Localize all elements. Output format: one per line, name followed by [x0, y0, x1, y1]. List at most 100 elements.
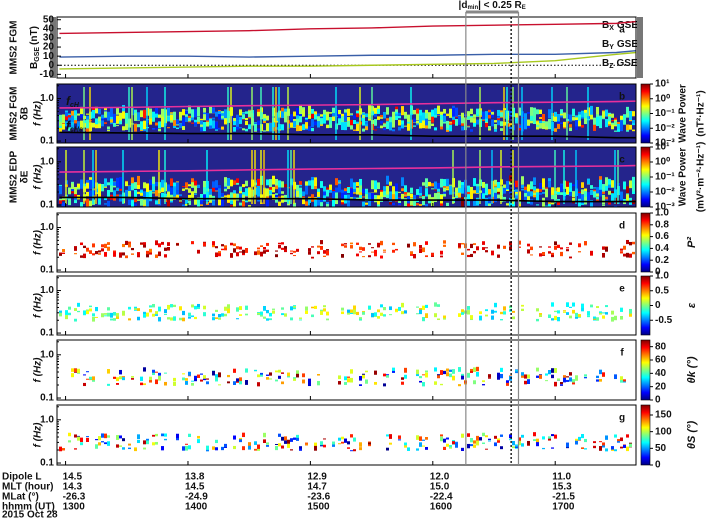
spectrogram-cell: [575, 312, 578, 318]
spectrogram-cell: [68, 312, 71, 316]
spectrogram-cell: [572, 379, 575, 384]
spectrogram-cell: [170, 178, 173, 186]
spectrogram-cell: [89, 250, 92, 254]
spectrogram-cell: [191, 382, 194, 386]
interval-label: |dmin| < 0.25 RE: [459, 0, 526, 11]
spectrogram-cell: [71, 110, 74, 120]
spectrogram-cell: [356, 123, 359, 132]
spectrogram-cell: [323, 109, 326, 115]
spectrogram-cell: [113, 250, 116, 254]
spectrogram-cell: [422, 248, 425, 252]
spectrogram-cell: [449, 185, 452, 195]
spectrogram-cell: [68, 432, 71, 437]
spectrogram-cell: [212, 446, 215, 450]
spectrogram-cell: [296, 123, 299, 132]
spectrogram-cell: [140, 382, 143, 386]
spectrogram-cell: [284, 111, 287, 120]
spectrogram-cell: [224, 313, 227, 317]
spectrogram-cell: [428, 200, 431, 204]
spectrogram-cell: [239, 314, 242, 316]
spectrogram-cell: [371, 247, 374, 249]
spectrogram-cell: [431, 123, 434, 127]
spectrogram-cell: [557, 201, 560, 205]
spectrogram-cell: [152, 117, 155, 122]
spectrogram-cell: [356, 311, 359, 316]
spectrogram-cell: [212, 313, 215, 317]
spectrogram-cell: [593, 117, 596, 125]
spectrogram-cell: [494, 192, 497, 203]
spectrogram-cell: [539, 314, 542, 317]
spectrogram-cell: [632, 129, 635, 132]
spectrogram-cell: [584, 438, 587, 443]
spectrogram-cell: [584, 112, 587, 119]
spectrogram-cell: [143, 120, 146, 130]
spectrogram-streak: [554, 150, 556, 204]
spectrogram-cell: [407, 447, 410, 451]
spectrogram-cell: [116, 383, 119, 385]
spectrogram-cell: [476, 197, 479, 206]
colorbar-tick-label: 10⁻³: [655, 202, 675, 213]
y-tick-label: 1.0: [40, 414, 54, 425]
spectrogram-cell: [185, 114, 188, 122]
spectrogram-cell: [539, 182, 542, 189]
colorbar-label: Wave Power: [678, 148, 689, 207]
spectrogram-cell: [155, 181, 158, 187]
spectrogram-cell: [620, 307, 623, 312]
spectrogram-cell: [173, 193, 176, 200]
spectrogram-cell: [149, 376, 152, 382]
spectrogram-cell: [386, 434, 389, 437]
spectrogram-cell: [560, 192, 563, 195]
spectrogram-cell: [392, 242, 395, 246]
spectrogram-cell: [254, 369, 257, 372]
spectrogram-cell: [245, 248, 248, 253]
spectrogram-cell: [266, 309, 269, 314]
spectrogram-cell: [527, 191, 530, 197]
spectrogram-cell: [554, 241, 557, 245]
spectrogram-cell: [143, 129, 146, 131]
spectrogram-cell: [341, 113, 344, 117]
spectrogram-cell: [182, 446, 185, 451]
spectrogram-cell: [278, 369, 281, 373]
spectrogram-cell: [332, 107, 335, 117]
spectrogram-cell: [533, 432, 536, 437]
y-tick-label: 0.1: [40, 265, 54, 276]
colorbar-label: Wave Power: [678, 84, 689, 143]
spectrogram-cell: [524, 190, 527, 198]
spectrogram-cell: [578, 117, 581, 127]
colorbar-tick-label: 0: [655, 267, 661, 278]
spectrogram-cell: [530, 199, 533, 205]
spectrogram-cell: [515, 193, 518, 196]
spectrogram-cell: [452, 369, 455, 374]
spectrogram-cell: [161, 192, 164, 199]
spectrogram-cell: [140, 376, 143, 381]
spectrogram-cell: [527, 201, 530, 204]
spectrogram-cell: [227, 178, 230, 187]
spectrogram-cell: [278, 201, 281, 206]
spectrogram-cell: [284, 436, 287, 441]
spectrogram-streak: [479, 87, 481, 140]
spectrogram-cell: [572, 108, 575, 116]
spectrogram-cell: [320, 198, 323, 203]
spectrogram-cell: [632, 183, 635, 192]
spectrogram-cell: [419, 115, 422, 125]
spectrogram-cell: [113, 318, 116, 321]
spectrogram-cell: [440, 194, 443, 196]
spectrogram-cell: [290, 252, 293, 255]
spectrogram-cell: [620, 248, 623, 251]
spectrogram-cell: [440, 436, 443, 442]
plot-background: [57, 276, 636, 335]
colorbar-tick-label: 10⁻¹: [655, 108, 675, 119]
spectrogram-cell: [590, 105, 593, 115]
spectrogram-cell: [461, 185, 464, 194]
spectrogram-cell: [134, 449, 137, 451]
colorbar-label: θS (°): [686, 421, 698, 450]
spectrogram-cell: [194, 185, 197, 194]
spectrogram-cell: [542, 251, 545, 256]
spectrogram-cell: [461, 114, 464, 124]
spectrogram-cell: [125, 121, 128, 130]
text-part: cHe: [70, 126, 83, 133]
spectrogram-cell: [548, 314, 551, 318]
spectrogram-cell: [284, 115, 287, 123]
spectrogram-cell: [512, 310, 515, 313]
spectrogram-cell: [626, 239, 629, 245]
